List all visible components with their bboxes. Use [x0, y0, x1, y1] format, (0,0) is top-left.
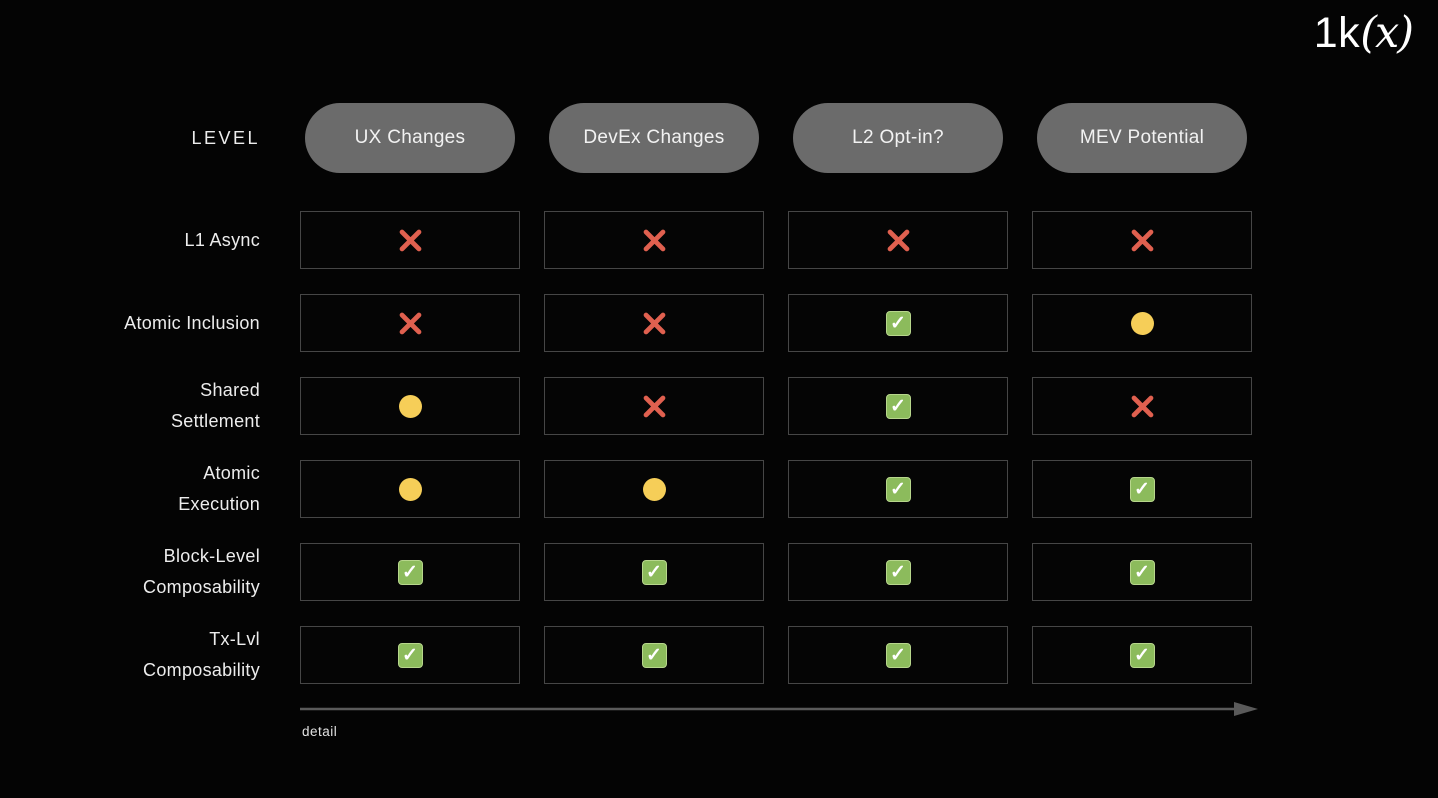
table-cell: ✓ [788, 377, 1008, 435]
check-icon: ✓ [641, 559, 667, 585]
column-header-ux-changes: UX Changes [305, 103, 515, 173]
logo-x-suffix: (x) [1360, 8, 1414, 58]
table-cell [300, 460, 520, 518]
check-icon: ✓ [885, 310, 911, 336]
table-cell [544, 294, 764, 352]
row-label: Atomic Inclusion [124, 312, 260, 333]
table-cell [544, 211, 764, 269]
matrix-rows: L1 Async Atomic Inclusion ✓ Shared Settleme… [0, 211, 1252, 684]
level-label: LEVEL [191, 127, 260, 148]
table-cell: ✓ [1032, 626, 1252, 684]
row-label: L1 Async [184, 229, 260, 250]
comparison-matrix: LEVEL UX Changes DevEx Changes L2 Opt-in… [0, 103, 1252, 684]
cross-icon [640, 226, 669, 255]
table-cell [1032, 294, 1252, 352]
table-cell: ✓ [1032, 543, 1252, 601]
row-label: Tx-Lvl Composability [143, 629, 260, 680]
table-cell: ✓ [788, 543, 1008, 601]
table-cell [300, 377, 520, 435]
cross-icon [640, 392, 669, 421]
table-cell: ✓ [788, 294, 1008, 352]
table-cell: ✓ [1032, 460, 1252, 518]
cross-icon [1128, 392, 1157, 421]
cross-icon [396, 226, 425, 255]
column-header-l2-opt-in: L2 Opt-in? [793, 103, 1003, 173]
cross-icon [396, 309, 425, 338]
check-icon: ✓ [885, 559, 911, 585]
check-icon: ✓ [885, 393, 911, 419]
table-cell [544, 377, 764, 435]
table-cell: ✓ [788, 460, 1008, 518]
axis-label: detail [302, 724, 338, 739]
table-cell [788, 211, 1008, 269]
check-icon: ✓ [397, 559, 423, 585]
logo-prefix: 1k [1313, 9, 1361, 57]
cross-icon [640, 309, 669, 338]
check-icon: ✓ [1129, 642, 1155, 668]
table-cell [1032, 377, 1252, 435]
row-label: Shared Settlement [170, 380, 260, 431]
check-icon: ✓ [885, 476, 911, 502]
table-cell [544, 460, 764, 518]
cross-icon [884, 226, 913, 255]
table-cell: ✓ [544, 543, 764, 601]
circle-icon [1130, 311, 1154, 335]
row-label: Block-Level Composability [143, 546, 260, 597]
cross-icon [1128, 226, 1157, 255]
column-header-mev-potential: MEV Potential [1037, 103, 1247, 173]
column-header-devex-changes: DevEx Changes [549, 103, 759, 173]
circle-icon [398, 394, 422, 418]
check-icon: ✓ [1129, 559, 1155, 585]
column-header-row: LEVEL UX Changes DevEx Changes L2 Opt-in… [0, 103, 1252, 173]
table-cell [1032, 211, 1252, 269]
circle-icon [642, 477, 666, 501]
check-icon: ✓ [885, 642, 911, 668]
table-cell [300, 294, 520, 352]
circle-icon [398, 477, 422, 501]
check-icon: ✓ [1129, 476, 1155, 502]
table-cell: ✓ [788, 626, 1008, 684]
table-cell: ✓ [300, 626, 520, 684]
table-cell [300, 211, 520, 269]
row-label: Atomic Execution [178, 463, 260, 514]
check-icon: ✓ [641, 642, 667, 668]
table-cell: ✓ [300, 543, 520, 601]
logo-1kx: 1k(x) [1313, 9, 1414, 57]
detail-axis-arrow [300, 702, 1258, 716]
table-cell: ✓ [544, 626, 764, 684]
check-icon: ✓ [397, 642, 423, 668]
